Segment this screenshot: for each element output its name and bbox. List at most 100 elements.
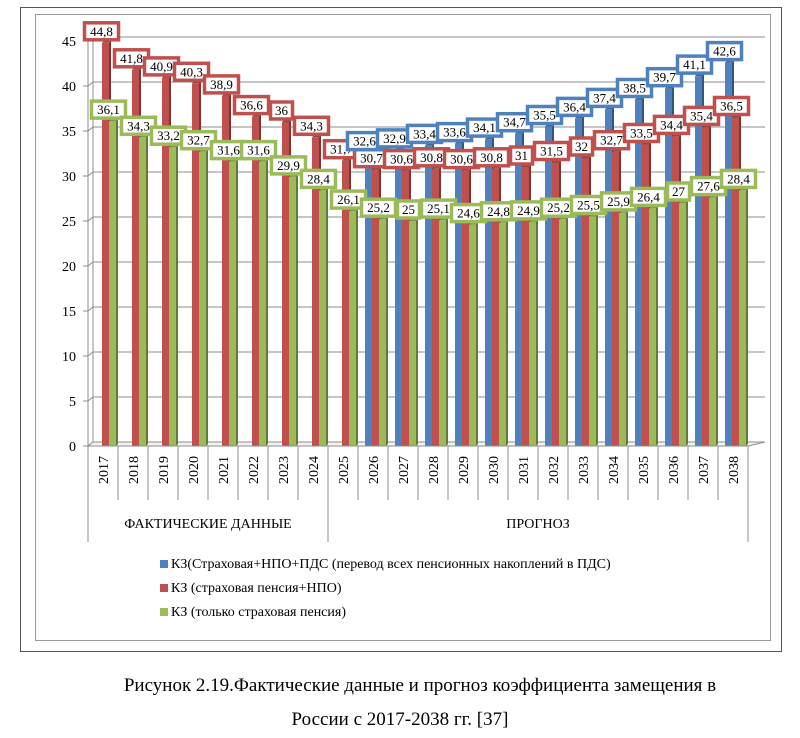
data-label: 40,3 — [172, 61, 211, 83]
data-label: 31 — [508, 145, 535, 166]
data-label-text: 27 — [672, 184, 686, 199]
bar-2035 — [649, 208, 656, 446]
x-tick-label: 2023 — [277, 456, 292, 484]
x-tick-label: 2036 — [667, 456, 682, 484]
data-label-box — [629, 186, 668, 208]
data-label-text: 25 — [402, 202, 415, 217]
bar-2033 — [589, 216, 596, 446]
data-label-text: 24,8 — [487, 204, 510, 219]
bar-side — [416, 219, 418, 446]
data-label-box — [299, 168, 338, 190]
data-label: 36 — [268, 100, 295, 121]
bar-2033 — [582, 158, 589, 446]
bar-2030 — [499, 222, 506, 446]
x-tick-label: 2037 — [697, 456, 712, 484]
data-label-text: 40,9 — [150, 59, 173, 74]
bar-2017 — [102, 42, 109, 447]
bar-side — [566, 217, 568, 446]
bar-2033 — [575, 118, 582, 447]
data-label: 30,8 — [472, 147, 511, 168]
x-tick-label: 2018 — [127, 456, 142, 484]
bar-side — [236, 159, 238, 446]
legend-entry: КЗ(Страховая+НПО+ПДС (перевод всех пенси… — [171, 557, 611, 572]
data-label-box — [395, 199, 422, 220]
bar-side — [506, 220, 508, 446]
data-label-text: 33,2 — [157, 128, 180, 143]
data-label-text: 30,8 — [480, 150, 503, 165]
bar-2028 — [425, 145, 432, 446]
bar-2024 — [312, 137, 319, 447]
data-label-text: 44,8 — [90, 24, 113, 39]
data-label: 26,4 — [629, 186, 668, 208]
data-label-box — [705, 40, 744, 62]
bar-2034 — [605, 109, 612, 447]
data-label: 41,1 — [675, 54, 714, 75]
bar-2019 — [169, 147, 176, 446]
data-label: 28,4 — [719, 168, 758, 190]
bar-2036 — [672, 136, 679, 446]
data-label-box — [615, 77, 654, 99]
x-tick-label: 2022 — [247, 456, 262, 484]
x-tick-label: 2017 — [97, 456, 112, 484]
data-label-text: 26,4 — [637, 189, 660, 204]
x-tick-label: 2038 — [727, 456, 742, 484]
y-tick-label: 5 — [69, 395, 76, 410]
data-label: 31,6 — [239, 139, 278, 161]
data-label: 25,2 — [359, 197, 398, 218]
data-label: 36,1 — [89, 99, 128, 120]
data-label-text: 25,5 — [577, 198, 600, 213]
data-label-text: 25,2 — [367, 200, 390, 215]
bar-2038 — [725, 62, 732, 446]
data-label-text: 27,6 — [697, 179, 720, 194]
data-label-box — [239, 139, 278, 161]
data-label: 34,7 — [495, 111, 534, 133]
data-label-box — [172, 61, 211, 83]
bar-2018 — [132, 69, 139, 447]
data-label-text: 36,4 — [563, 99, 586, 114]
data-label-text: 32,9 — [383, 131, 406, 146]
data-label-text: 36 — [275, 103, 289, 118]
bar-2035 — [642, 144, 649, 446]
figure-caption-line-2: России с 2017-2038 гг. [37] — [291, 709, 509, 730]
data-label-text: 37,4 — [593, 90, 616, 105]
figure-caption-line-1: Рисунок 2.19.Фактические данные и прогно… — [123, 675, 717, 696]
bar-2025 — [349, 211, 356, 446]
data-label-box — [645, 66, 684, 88]
data-label: 44,8 — [82, 21, 121, 42]
bars — [102, 40, 748, 447]
bar-2035 — [635, 99, 642, 446]
data-label: 34,3 — [292, 115, 331, 137]
bar-2020 — [192, 83, 199, 447]
y-tick-label: 30 — [62, 170, 76, 185]
bar-2031 — [515, 133, 522, 446]
data-label: 30,8 — [412, 147, 451, 168]
data-label: 25,2 — [539, 197, 578, 218]
data-label-text: 41,1 — [683, 57, 706, 72]
bar-2027 — [409, 221, 416, 446]
bar-2023 — [282, 122, 289, 446]
bar-2017 — [109, 121, 116, 446]
data-label: 33,6 — [435, 121, 474, 143]
data-label-text: 33,6 — [443, 125, 466, 140]
data-label-text: 34,4 — [660, 117, 683, 132]
data-label-box — [202, 74, 241, 95]
data-label-box — [719, 168, 758, 190]
data-label: 36,4 — [555, 96, 594, 118]
y-tick-label: 40 — [62, 80, 76, 95]
legend-swatch — [160, 608, 168, 616]
gridline-depth — [87, 216, 94, 222]
gridline-depth — [87, 81, 94, 87]
data-label: 38,9 — [202, 74, 241, 95]
data-label-text: 30,7 — [360, 151, 383, 166]
data-label: 39,7 — [645, 66, 684, 88]
bar-2028 — [432, 168, 439, 447]
data-label-text: 32 — [575, 139, 588, 154]
data-label-box — [269, 155, 308, 176]
data-label-text: 24,9 — [517, 203, 540, 218]
y-tick-label: 10 — [62, 350, 76, 365]
data-label: 40,9 — [142, 56, 181, 77]
data-label-text: 33,4 — [413, 126, 436, 141]
y-axis: 0 5 10 15 20 25 30 35 40 45 — [62, 35, 89, 455]
data-label: 29,9 — [269, 155, 308, 176]
data-label: 26,1 — [329, 189, 368, 210]
